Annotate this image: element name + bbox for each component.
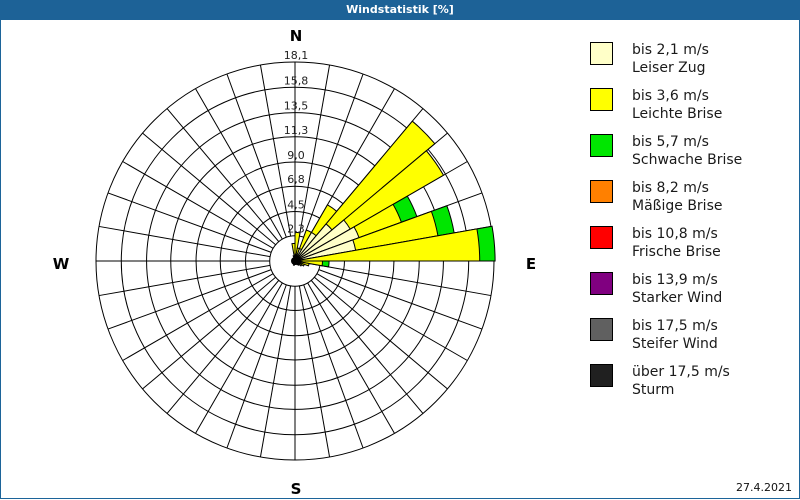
legend-range: bis 10,8 m/s	[632, 226, 718, 242]
legend-range: bis 13,9 m/s	[632, 272, 718, 288]
legend-swatch	[590, 364, 613, 387]
compass-west-label: W	[52, 255, 70, 273]
compass-north-label: N	[289, 27, 303, 45]
legend-range: bis 8,2 m/s	[632, 180, 709, 196]
legend-label: Steifer Wind	[632, 336, 718, 352]
legend-swatch	[590, 88, 613, 111]
legend-label: Leichte Brise	[632, 106, 723, 122]
legend-swatch	[590, 226, 613, 249]
compass-south-label: S	[290, 480, 302, 498]
wind-rose-bars	[291, 120, 496, 268]
legend-range: bis 2,1 m/s	[632, 42, 709, 58]
legend-label: Frische Brise	[632, 244, 721, 260]
legend-range: über 17,5 m/s	[632, 364, 730, 380]
legend-swatch	[590, 134, 613, 157]
legend-swatch	[590, 42, 613, 65]
svg-text:2,3: 2,3	[287, 223, 305, 236]
legend-swatch	[590, 180, 613, 203]
svg-text:4,5: 4,5	[287, 199, 305, 212]
legend-label: Schwache Brise	[632, 152, 743, 168]
legend-range: bis 17,5 m/s	[632, 318, 718, 334]
legend-label: Leiser Zug	[632, 60, 706, 76]
svg-text:15,8: 15,8	[284, 74, 309, 87]
svg-text:11,3: 11,3	[284, 124, 309, 137]
svg-text:13,5: 13,5	[284, 100, 309, 113]
window-title: Windstatistik [%]	[0, 0, 800, 20]
legend-swatch	[590, 272, 613, 295]
legend-swatch	[590, 318, 613, 341]
svg-text:6,8: 6,8	[287, 173, 305, 186]
legend-label: Mäßige Brise	[632, 198, 723, 214]
legend-label: Starker Wind	[632, 290, 723, 306]
legend-range: bis 3,6 m/s	[632, 88, 709, 104]
compass-east-label: E	[525, 255, 537, 273]
legend-label: Sturm	[632, 382, 675, 398]
svg-text:18,1: 18,1	[284, 49, 309, 62]
radial-tick-labels: 2,3 4,5 6,8 9,0 11,3 13,5 15,8 18,1	[284, 49, 309, 236]
date-stamp: 27.4.2021	[736, 481, 792, 494]
legend-range: bis 5,7 m/s	[632, 134, 709, 150]
svg-text:9,0: 9,0	[287, 149, 305, 162]
